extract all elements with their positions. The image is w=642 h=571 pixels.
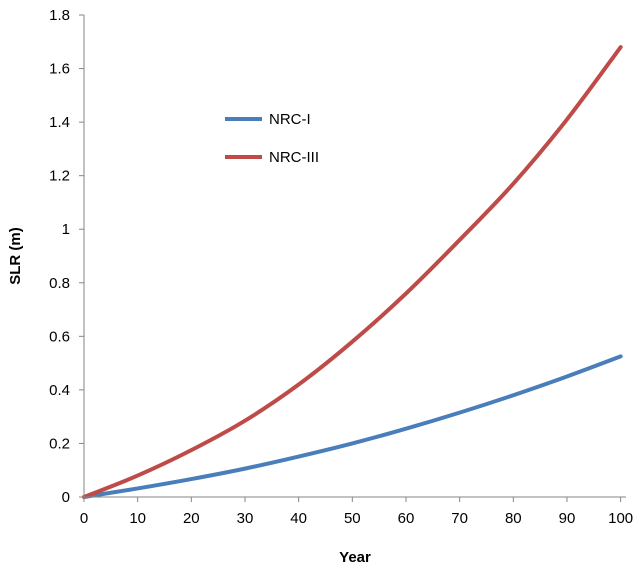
legend: NRC-I NRC-III bbox=[225, 111, 319, 166]
x-tick-label: 70 bbox=[451, 510, 468, 527]
y-tick-label: 1.8 bbox=[49, 7, 70, 24]
axes-layer bbox=[83, 15, 626, 498]
x-tick-label: 60 bbox=[398, 510, 415, 527]
x-axis-title: Year bbox=[339, 549, 371, 566]
x-tick-label: 40 bbox=[290, 510, 307, 527]
series-layer bbox=[82, 45, 623, 499]
x-tick-label: 80 bbox=[505, 510, 522, 527]
y-tick-label: 0.8 bbox=[49, 275, 70, 292]
y-tick-label: 1 bbox=[62, 221, 70, 238]
y-tick-label: 1.4 bbox=[49, 114, 70, 131]
y-tick-label: 1.6 bbox=[49, 61, 70, 78]
x-tick-label: 10 bbox=[129, 510, 146, 527]
legend-label-nrc-i: NRC-I bbox=[269, 111, 311, 128]
x-tick-label: 0 bbox=[80, 510, 88, 527]
y-tick-label: 0.6 bbox=[49, 328, 70, 345]
ticks-layer: 0 0.2 0.4 0.6 0.8 1 1.2 1.4 1.6 1.8 0 10 20 30 40 50 60 7… bbox=[49, 7, 633, 527]
y-tick-label: 0 bbox=[62, 489, 70, 506]
series-line-nrc-i bbox=[82, 354, 623, 499]
y-axis-title: SLR (m) bbox=[7, 227, 24, 285]
y-tick-label: 0.2 bbox=[49, 435, 70, 452]
x-tick-label: 90 bbox=[559, 510, 576, 527]
x-tick-label: 50 bbox=[344, 510, 361, 527]
y-tick-label: 0.4 bbox=[49, 382, 70, 399]
x-tick-label: 100 bbox=[608, 510, 633, 527]
x-tick-label: 30 bbox=[237, 510, 254, 527]
y-tick-label: 1.2 bbox=[49, 168, 70, 185]
legend-label-nrc-iii: NRC-III bbox=[269, 149, 319, 166]
x-tick-label: 20 bbox=[183, 510, 200, 527]
series-line-nrc-iii bbox=[82, 45, 623, 499]
